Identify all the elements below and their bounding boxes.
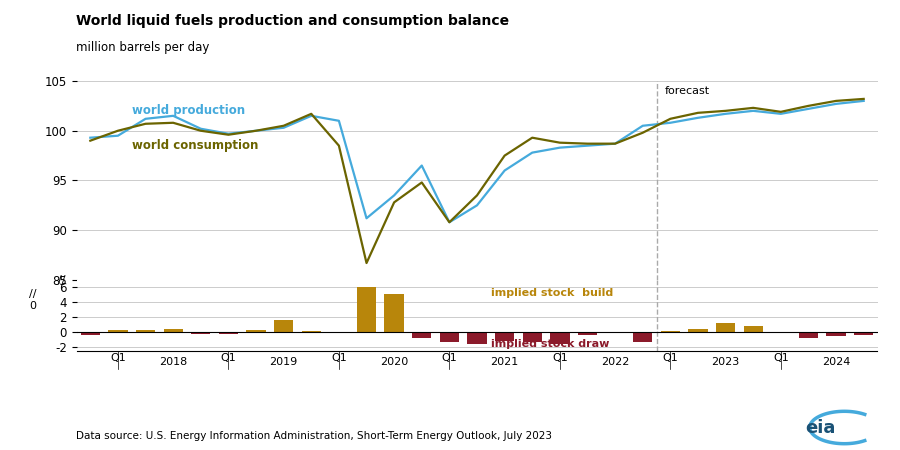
Bar (550, 332, 570, 344)
Text: 0: 0 (29, 301, 36, 311)
Bar (578, 332, 597, 334)
Bar (274, 320, 293, 332)
Text: eia: eia (806, 419, 836, 437)
Text: world production: world production (131, 104, 245, 117)
Text: 2019: 2019 (269, 357, 298, 367)
Text: Q1: Q1 (110, 353, 126, 363)
Text: Q1: Q1 (442, 353, 457, 363)
Text: Data source: U.S. Energy Information Administration, Short-Term Energy Outlook, : Data source: U.S. Energy Information Adm… (76, 431, 553, 441)
Text: Q1: Q1 (662, 353, 679, 363)
Text: world consumption: world consumption (131, 139, 258, 152)
Bar (247, 330, 266, 332)
Text: Q1: Q1 (220, 353, 237, 363)
Bar (688, 329, 707, 332)
Bar (440, 332, 459, 342)
Text: //: // (58, 275, 66, 285)
Bar (523, 332, 542, 342)
Bar (606, 332, 625, 333)
Text: Q1: Q1 (773, 353, 788, 363)
Bar (854, 332, 873, 335)
Bar (164, 329, 183, 332)
Bar (826, 332, 846, 336)
Bar (356, 287, 376, 332)
Bar (108, 330, 128, 332)
Bar (799, 332, 818, 338)
Bar (467, 332, 487, 343)
Bar (716, 323, 735, 332)
Text: Q1: Q1 (331, 353, 346, 363)
Text: 2024: 2024 (822, 357, 850, 367)
Bar (743, 325, 763, 332)
Text: forecast: forecast (665, 86, 710, 96)
Bar (302, 331, 321, 332)
Text: Q1: Q1 (552, 353, 568, 363)
Text: 2023: 2023 (712, 357, 740, 367)
Text: 2021: 2021 (491, 357, 518, 367)
Bar (771, 332, 790, 333)
Bar (191, 332, 211, 334)
Bar (661, 331, 680, 332)
Bar (81, 332, 100, 334)
Bar (219, 332, 238, 334)
Bar (633, 332, 652, 342)
Bar (136, 330, 155, 332)
Text: 2020: 2020 (380, 357, 409, 367)
Text: World liquid fuels production and consumption balance: World liquid fuels production and consum… (76, 14, 509, 27)
Bar (412, 332, 431, 338)
Text: million barrels per day: million barrels per day (76, 40, 210, 54)
Bar (384, 294, 404, 332)
Text: //: // (29, 289, 36, 299)
Text: implied stock  build: implied stock build (491, 288, 613, 298)
Text: 2022: 2022 (601, 357, 629, 367)
Bar (329, 332, 348, 333)
Text: 2018: 2018 (159, 357, 187, 367)
Text: implied stock draw: implied stock draw (491, 338, 609, 348)
Bar (495, 332, 514, 341)
